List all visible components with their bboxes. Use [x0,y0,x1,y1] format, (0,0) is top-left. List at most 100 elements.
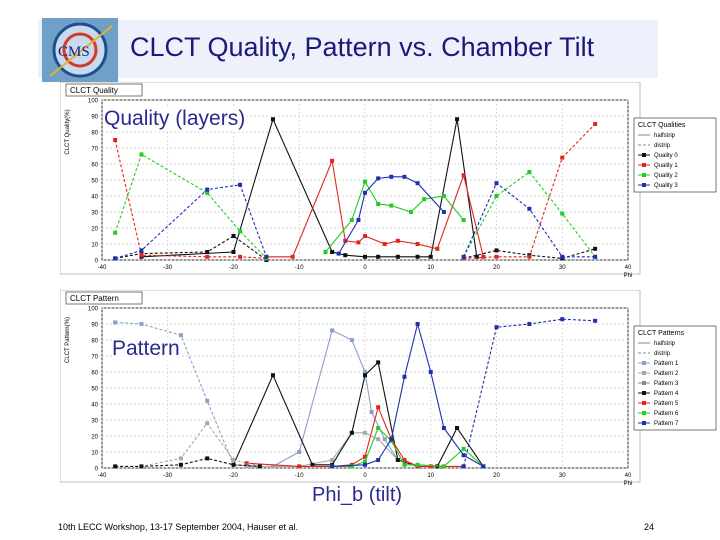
data-point [349,338,354,342]
data-point [560,155,565,160]
data-point [395,458,400,462]
pattern-label: Pattern [112,337,180,361]
x-tick-label: 40 [625,265,632,271]
legend-entry: Quality 3 [654,183,678,189]
data-point [139,152,144,157]
data-point [461,446,466,451]
legend-marker [642,381,646,385]
y-tick-label: 30 [91,211,98,217]
data-point [402,174,407,179]
x-tick-label: 20 [493,473,500,479]
data-point [382,242,387,246]
legend-entry: Pattern 5 [654,401,679,407]
legend-marker [642,371,646,375]
data-point [205,254,210,259]
data-point [409,210,414,214]
data-point [376,254,381,259]
data-point [356,218,361,222]
data-point [343,253,348,258]
data-point [428,464,433,469]
x-tick-label: 30 [559,265,566,271]
data-point [474,254,479,259]
x-tick-label: 10 [427,473,434,479]
data-point [389,437,394,442]
data-point [461,254,466,259]
data-point [494,248,499,253]
data-point [244,464,249,469]
x-tick-label: 10 [427,265,434,271]
data-point [441,210,446,214]
data-point [527,170,532,174]
data-point [389,174,394,179]
data-point [428,370,433,374]
series-line [246,405,464,467]
x-tick-label: -10 [295,473,304,479]
legend-entry: Quality 2 [654,173,678,179]
data-point [270,373,275,378]
logo-text: CMS [58,44,90,60]
data-point [494,181,499,186]
series-line [272,329,399,467]
y-tick-label: 20 [91,435,98,441]
data-point [494,194,499,198]
data-point [297,450,302,454]
data-point [435,246,440,251]
data-point [343,238,348,243]
x-tick-label: 40 [625,473,632,479]
x-axis-label: Phi [624,481,633,487]
y-tick-label: 90 [91,115,98,121]
title-band [38,20,658,78]
data-point [363,459,367,464]
chart-title: CLCT Pattern [70,294,119,303]
data-point [560,211,565,216]
x-tick-label: -30 [163,473,172,479]
legend-entry: Pattern 4 [654,391,679,397]
data-point [415,242,420,246]
data-point [231,462,236,467]
data-point [139,464,144,469]
data-point [238,254,243,259]
x-tick-label: 20 [493,265,500,271]
x-tick-label: 0 [363,473,367,479]
data-point [560,317,565,322]
data-point [369,410,374,414]
data-point [527,322,532,326]
data-point [382,437,387,442]
data-point [376,405,381,410]
data-point [330,328,335,333]
legend-marker [642,391,646,395]
y-tick-label: 40 [91,403,98,409]
legend-marker [642,173,646,177]
data-point [205,398,210,403]
data-point [593,122,598,126]
y-tick-label: 80 [91,339,98,345]
data-point [363,373,367,378]
data-point [264,254,269,259]
data-point [376,437,381,442]
series-line [332,321,484,467]
legend-entry: distrip [654,143,671,149]
legend-entry: Pattern 3 [654,381,679,387]
data-point [349,218,354,222]
data-point [441,194,446,198]
y-tick-label: 90 [91,323,98,329]
x-tick-label: 0 [363,265,367,271]
y-tick-label: 60 [91,163,98,169]
data-point [376,458,381,462]
series-line [232,361,484,467]
page-number: 24 [644,522,655,532]
data-point [402,462,407,467]
slide-title: CLCT Quality, Pattern vs. Chamber Tilt [130,32,595,62]
data-point [376,360,381,365]
data-point [461,173,466,178]
data-point [402,458,407,462]
data-point [415,181,420,186]
data-point [238,229,243,234]
y-tick-label: 70 [91,355,98,361]
data-point [593,318,598,323]
data-point [363,462,367,467]
series-line [114,153,267,259]
data-point [441,464,446,469]
data-point [461,218,466,222]
